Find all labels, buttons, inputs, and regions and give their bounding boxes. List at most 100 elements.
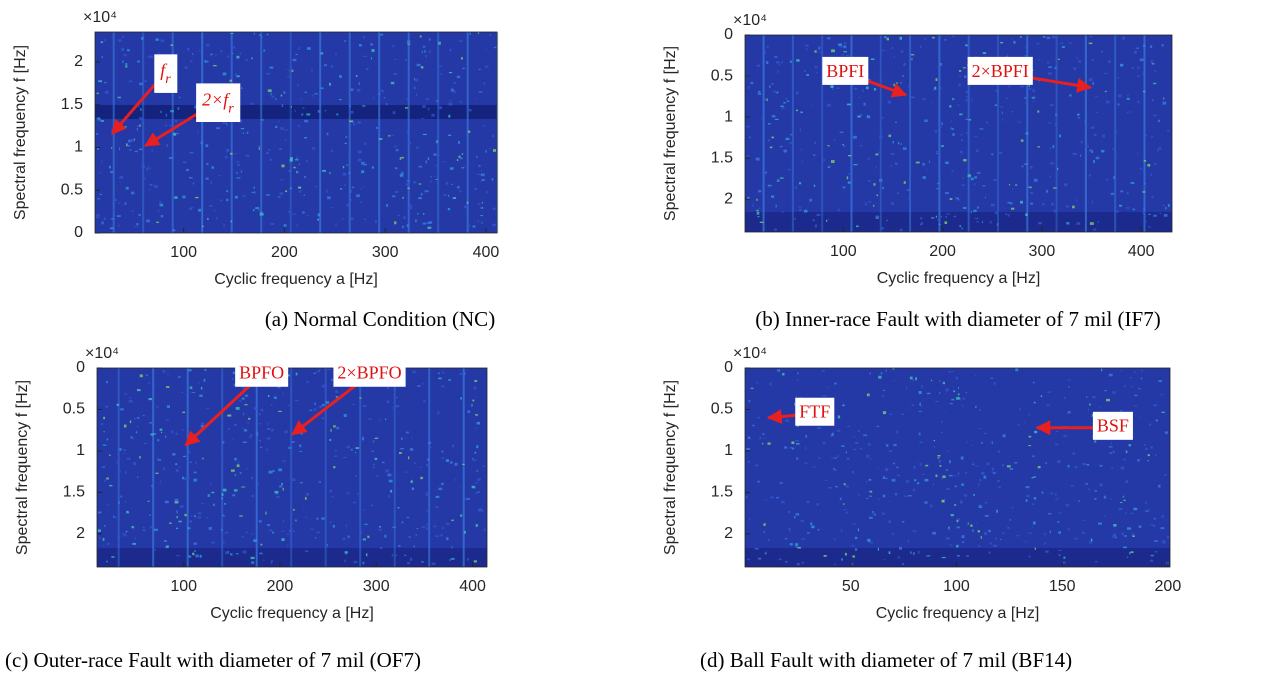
speckle — [929, 504, 933, 508]
speckle — [748, 400, 751, 403]
speckle — [1119, 204, 1122, 207]
heatmap-texture — [97, 368, 487, 567]
speckle — [232, 52, 234, 54]
speckle — [831, 88, 835, 90]
speckle — [1088, 174, 1091, 177]
speckle — [885, 468, 889, 471]
speckle — [950, 120, 952, 123]
speckle — [849, 200, 854, 203]
speckle — [1013, 40, 1016, 44]
speckle — [1049, 147, 1052, 149]
speckle — [476, 173, 481, 175]
speckle — [1110, 498, 1113, 500]
speckle — [426, 491, 428, 495]
speckle — [1139, 58, 1144, 62]
speckle — [810, 522, 813, 526]
speckle — [229, 79, 232, 82]
speckle — [1140, 377, 1143, 380]
speckle — [935, 215, 937, 218]
speckle — [375, 220, 377, 223]
speckle — [344, 551, 348, 554]
speckle — [785, 419, 790, 422]
speckle — [279, 485, 283, 488]
speckle — [879, 72, 882, 74]
speckle — [103, 217, 106, 220]
speckle — [485, 48, 488, 50]
y-multiplier: ×10⁴ — [85, 345, 119, 362]
speckle — [234, 195, 238, 199]
speckle — [841, 54, 844, 56]
speckle — [885, 368, 887, 372]
speckle — [113, 515, 115, 518]
speckle — [881, 395, 885, 397]
speckle — [371, 166, 375, 169]
speckle — [242, 441, 247, 443]
speckle — [426, 527, 429, 531]
speckle — [1127, 94, 1129, 97]
speckle — [1082, 463, 1087, 465]
speckle — [1054, 66, 1057, 70]
speckle — [1090, 538, 1093, 542]
speckle — [114, 517, 118, 519]
dark-band — [745, 548, 1170, 567]
speckle — [232, 438, 234, 440]
speckle — [1132, 208, 1135, 211]
speckle — [935, 401, 939, 403]
speckle — [355, 475, 357, 477]
speckle — [1009, 468, 1014, 470]
speckle — [433, 525, 437, 528]
speckle — [998, 152, 1003, 154]
speckle — [156, 406, 159, 408]
speckle — [917, 550, 920, 554]
speckle — [910, 96, 915, 98]
speckle — [1025, 101, 1027, 105]
speckle — [954, 475, 956, 477]
speckle — [195, 554, 199, 558]
speckle — [834, 563, 836, 566]
speckle — [418, 165, 423, 168]
speckle — [280, 94, 283, 97]
speckle — [1089, 222, 1094, 225]
speckle — [393, 145, 397, 148]
speckle — [124, 202, 127, 205]
speckle — [1029, 202, 1033, 205]
speckle — [876, 194, 879, 197]
speckle — [382, 90, 384, 93]
x-axis-label: Cyclic frequency a [Hz] — [214, 271, 378, 288]
speckle — [343, 456, 347, 458]
speckle — [485, 150, 487, 153]
speckle — [774, 228, 777, 231]
speckle — [125, 66, 128, 68]
speckle — [1086, 464, 1090, 466]
speckle — [909, 376, 913, 380]
stripe — [142, 32, 145, 233]
speckle — [961, 184, 966, 186]
speckle — [754, 464, 759, 467]
speckle — [125, 530, 128, 533]
speckle — [965, 99, 968, 102]
speckle — [423, 399, 426, 403]
speckle — [124, 500, 127, 504]
speckle — [1073, 537, 1078, 540]
speckle — [1020, 139, 1024, 142]
speckle — [475, 482, 479, 484]
speckle — [935, 474, 938, 478]
speckle — [193, 478, 197, 482]
speckle — [1164, 474, 1167, 476]
speckle — [345, 135, 348, 139]
speckle — [385, 418, 387, 421]
speckle — [480, 207, 484, 209]
speckle — [875, 153, 879, 156]
speckle — [142, 415, 145, 417]
speckle — [798, 208, 802, 211]
speckle — [261, 35, 263, 38]
speckle — [123, 535, 128, 537]
caption: (b) Inner-race Fault with diameter of 7 … — [755, 307, 1160, 331]
speckle — [857, 528, 859, 532]
speckle — [961, 458, 963, 460]
speckle — [255, 207, 260, 209]
speckle — [869, 372, 871, 375]
speckle — [902, 147, 907, 150]
speckle — [1067, 528, 1070, 530]
